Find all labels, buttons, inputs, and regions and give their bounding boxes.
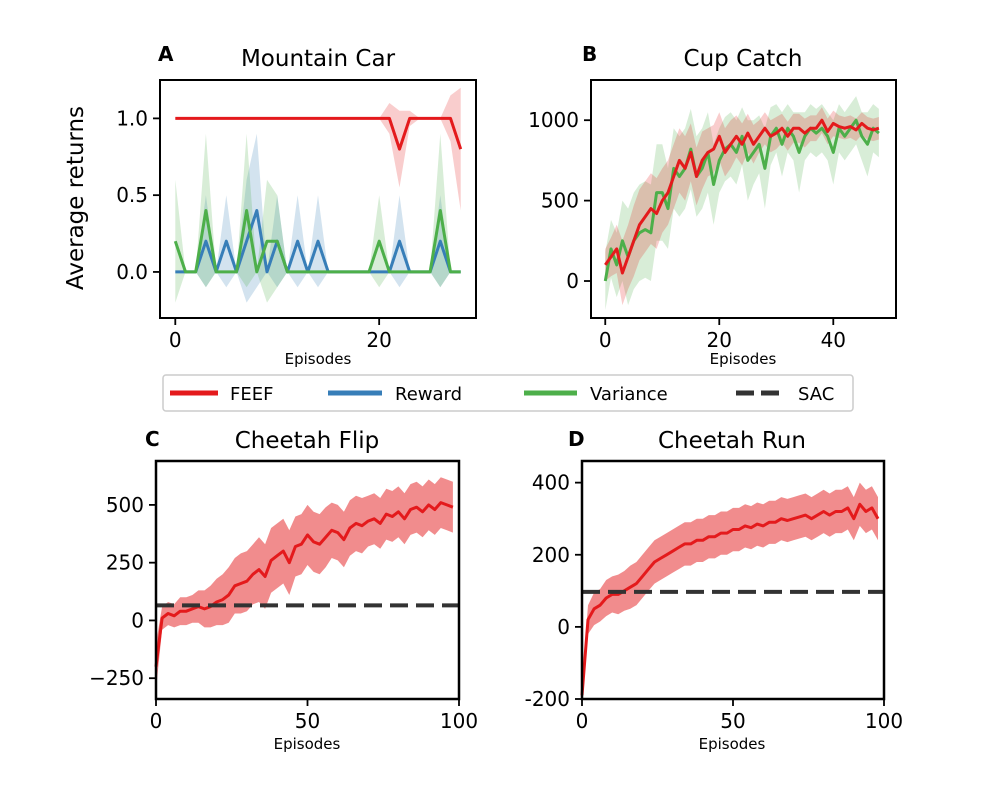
panel-c-xtick-label: 0	[150, 709, 163, 733]
panel-letter-b: B	[582, 42, 597, 66]
panel-a-band-reward	[175, 133, 461, 303]
panel-d-xtick-label: 0	[576, 709, 589, 733]
panel-c-marks	[154, 477, 459, 690]
legend-label-reward: Reward	[395, 384, 462, 405]
panel-b-ytick-label: 0	[566, 269, 579, 293]
panel-d-line-feef	[580, 502, 880, 696]
panel-b-frame	[590, 79, 897, 319]
panel-a-line-feef	[175, 116, 463, 151]
panel-c-ytick-label: −250	[89, 666, 144, 690]
panel-a-band-variance	[175, 133, 461, 303]
panel-b-xtick-label: 0	[599, 328, 612, 352]
panel-d-band-feef	[582, 482, 878, 707]
panel-c-xtick-label: 50	[295, 709, 320, 733]
panel-a-marks	[173, 87, 463, 303]
legend-label-feef: FEEF	[230, 384, 273, 405]
legend-label-variance: Variance	[590, 384, 668, 405]
legend: FEEF Reward Variance SAC	[162, 374, 854, 412]
panel-letter-a: A	[158, 42, 174, 66]
panel-a-ytick-label: 1.0	[116, 106, 148, 130]
panel-c-frame	[154, 459, 461, 701]
panel-b-cup-catch: B Cup Catch Episodes 0 20 40 0 500 1000	[528, 42, 897, 368]
panel-letter-d: D	[568, 427, 585, 451]
panel-a-xtick-label: 0	[169, 328, 182, 352]
panel-a-ytick-label: 0.0	[116, 260, 148, 284]
legend-box	[162, 374, 854, 412]
panel-d-ytick-label: 0	[557, 615, 570, 639]
panel-a-mountain-car: A Mountain Car Average returns Episodes …	[63, 42, 477, 368]
panel-c-cheetah-flip: C Cheetah Flip Episodes 0 50 100−250025050…	[89, 427, 478, 753]
panel-b-marks	[603, 96, 880, 310]
panel-a-xlabel: Episodes	[285, 350, 352, 368]
panel-d-frame	[580, 459, 886, 701]
panel-c-line-feef	[154, 501, 454, 667]
panel-b-line-variance	[603, 118, 880, 282]
panel-a-band-feef	[175, 87, 461, 211]
panel-b-xtick-label: 20	[707, 328, 732, 352]
legend-label-sac: SAC	[798, 384, 834, 405]
panel-a-ylabel: Average returns	[63, 106, 89, 290]
panel-b-xlabel: Episodes	[710, 350, 777, 368]
panel-d-title: Cheetah Run	[658, 428, 806, 454]
panel-c-title: Cheetah Flip	[235, 428, 380, 454]
panel-b-title: Cup Catch	[684, 46, 803, 72]
panel-d-xtick-label: 100	[865, 709, 903, 733]
panel-d-marks	[580, 482, 884, 707]
panel-b-ticks: 0 20 40 0 500 1000	[528, 108, 846, 352]
panel-c-ytick-label: 250	[106, 551, 144, 575]
panel-a-xtick-label: 20	[366, 328, 391, 352]
panel-c-xtick-label: 100	[440, 709, 478, 733]
panel-d-ytick-label: 400	[532, 471, 570, 495]
panel-c-band-feef	[156, 477, 453, 690]
panel-a-frame	[159, 79, 477, 319]
panel-d-ytick-label: 200	[532, 543, 570, 567]
panel-b-line-feef	[604, 118, 880, 275]
panel-c-ytick-label: 0	[131, 608, 144, 632]
panel-d-xlabel: Episodes	[699, 735, 766, 753]
panel-b-ytick-label: 1000	[528, 108, 579, 132]
panel-a-ytick-label: 0.5	[116, 183, 148, 207]
panel-b-xtick-label: 40	[821, 328, 846, 352]
panel-a-ticks: 0 20 0.0 0.5 1.0	[116, 106, 392, 352]
panel-b-band-variance	[605, 96, 879, 310]
panel-a-title: Mountain Car	[241, 46, 396, 72]
panel-d-xtick-label: 50	[720, 709, 745, 733]
panel-a-line-variance	[173, 209, 461, 274]
panel-letter-c: C	[145, 427, 160, 451]
panel-d-ytick-label: -200	[525, 687, 570, 711]
panel-c-xlabel: Episodes	[274, 735, 341, 753]
panel-b-band-feef	[605, 107, 879, 306]
panel-c-ytick-label: 500	[106, 493, 144, 517]
panel-b-ytick-label: 500	[541, 189, 579, 213]
